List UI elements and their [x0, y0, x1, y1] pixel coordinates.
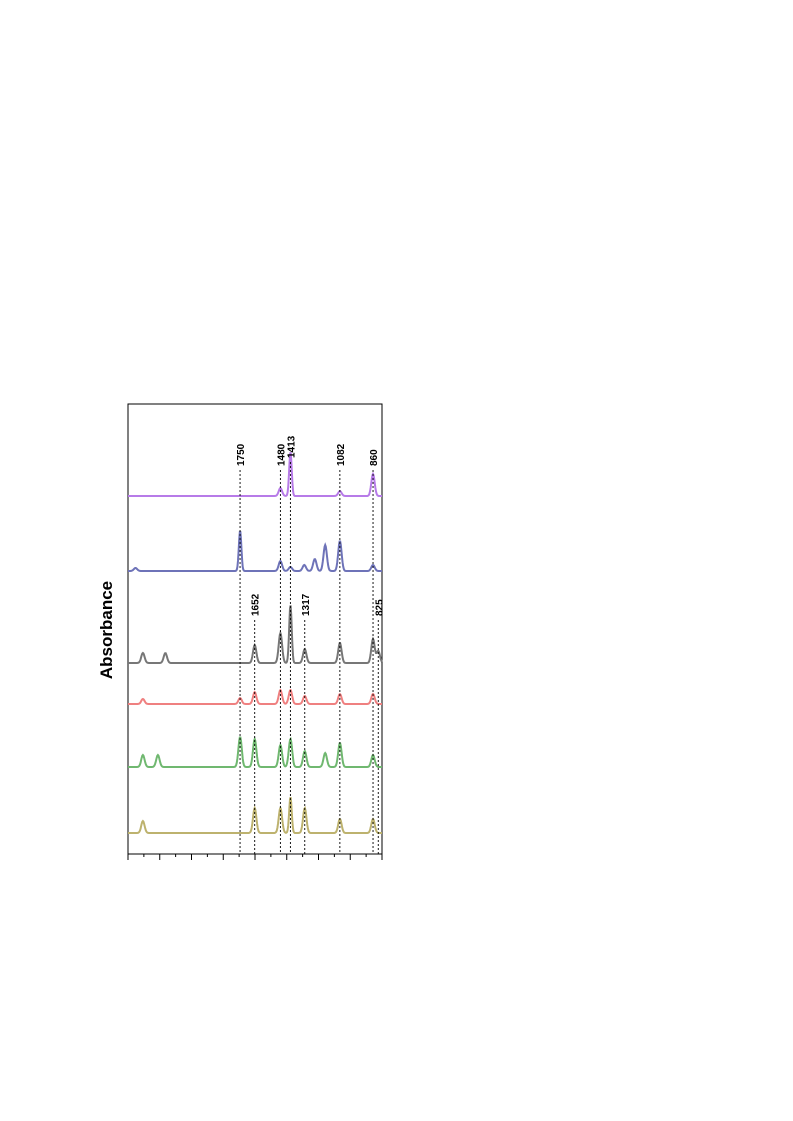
- x-axis-ticks: [127, 854, 383, 860]
- peak-label: 1413: [286, 435, 297, 458]
- peak-label: 1652: [251, 593, 262, 616]
- peak-label: 1317: [301, 593, 312, 616]
- peak-label: 1082: [336, 443, 347, 466]
- peak-label: 1480: [276, 443, 287, 466]
- peak-label: 860: [369, 449, 380, 466]
- spectrum-line: [128, 531, 382, 572]
- spectra-group: [128, 452, 383, 834]
- spectrum-line: [128, 796, 382, 834]
- peak-label: 825: [374, 599, 385, 616]
- reference-lines: 1750 1480 1413 1082 860 1652 1317 825: [236, 435, 385, 854]
- peak-label: 1750: [236, 443, 247, 466]
- y-axis-label: Absorbance: [97, 581, 116, 679]
